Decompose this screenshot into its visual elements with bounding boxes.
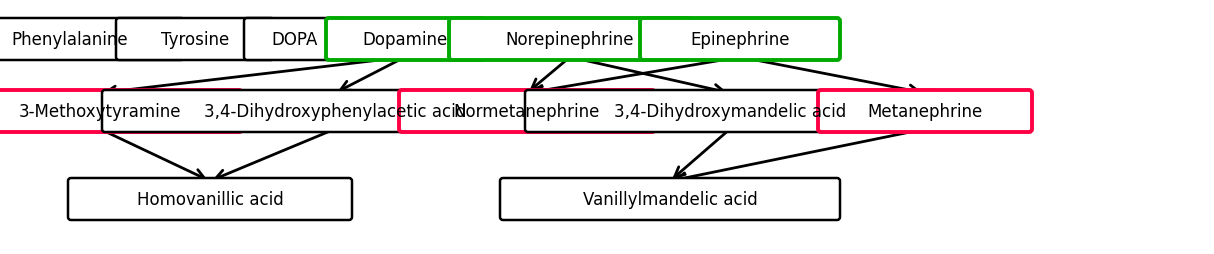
- FancyBboxPatch shape: [640, 19, 840, 61]
- FancyBboxPatch shape: [500, 178, 840, 220]
- FancyBboxPatch shape: [102, 91, 568, 133]
- Text: 3,4-Dihydroxymandelic acid: 3,4-Dihydroxymandelic acid: [614, 103, 846, 121]
- Text: Norepinephrine: Norepinephrine: [506, 31, 634, 49]
- FancyBboxPatch shape: [449, 19, 691, 61]
- FancyBboxPatch shape: [0, 19, 185, 61]
- Text: Epinephrine: Epinephrine: [691, 31, 790, 49]
- Text: 3-Methoxytyramine: 3-Methoxytyramine: [18, 103, 181, 121]
- Text: Phenylalanine: Phenylalanine: [12, 31, 129, 49]
- FancyBboxPatch shape: [0, 91, 242, 133]
- Text: Normetanephrine: Normetanephrine: [454, 103, 600, 121]
- Text: Dopamine: Dopamine: [362, 31, 448, 49]
- FancyBboxPatch shape: [244, 19, 346, 61]
- Text: Metanephrine: Metanephrine: [867, 103, 982, 121]
- Text: Vanillylmandelic acid: Vanillylmandelic acid: [583, 190, 758, 208]
- Text: Homovanillic acid: Homovanillic acid: [137, 190, 283, 208]
- FancyBboxPatch shape: [818, 91, 1032, 133]
- FancyBboxPatch shape: [117, 19, 274, 61]
- Text: Tyrosine: Tyrosine: [161, 31, 229, 49]
- Text: 3,4-Dihydroxyphenylacetic acid: 3,4-Dihydroxyphenylacetic acid: [204, 103, 466, 121]
- FancyBboxPatch shape: [524, 91, 935, 133]
- Text: DOPA: DOPA: [272, 31, 318, 49]
- FancyBboxPatch shape: [327, 19, 484, 61]
- FancyBboxPatch shape: [399, 91, 656, 133]
- FancyBboxPatch shape: [68, 178, 352, 220]
